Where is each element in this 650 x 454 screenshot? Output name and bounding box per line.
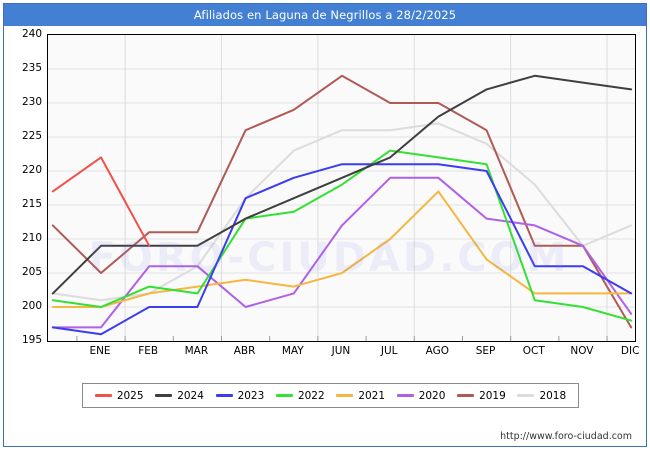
x-axis-label: FEB [138, 345, 159, 357]
legend-swatch-icon [275, 394, 293, 397]
legend-swatch-icon [215, 394, 233, 397]
legend-label: 2021 [358, 389, 386, 402]
y-axis-tick-labels: 195 200 205 210 215 220 225 230 235 240 [4, 4, 650, 454]
y-axis-label: 210 [21, 232, 42, 244]
window-titlebar: Afiliados en Laguna de Negrillos a 28/2/… [4, 4, 646, 26]
x-axis-label: JUN [331, 345, 351, 357]
series-line-2023 [51, 163, 633, 336]
legend-label: 2025 [116, 389, 144, 402]
series-line-2020 [51, 176, 633, 329]
legend-item-2018[interactable]: 2018 [512, 390, 572, 402]
x-axis-tick-labels: ENE FEB MAR ABR MAY JUN JUL AGO SEP OCT NOV DIC [4, 4, 650, 454]
series-line-2019 [51, 74, 633, 329]
x-axis-label: SEP [475, 345, 496, 357]
y-axis-label: 235 [21, 62, 42, 74]
legend-item-2024[interactable]: 2024 [149, 390, 209, 402]
x-axis-label: OCT [522, 345, 545, 357]
chart-legend: 2025 2024 2023 2022 2021 2020 2019 2018 [82, 383, 579, 408]
legend-item-2020[interactable]: 2020 [391, 390, 451, 402]
legend-swatch-icon [396, 394, 414, 397]
legend-item-2025[interactable]: 2025 [89, 390, 149, 402]
legend-label: 2018 [539, 389, 567, 402]
legend-swatch-icon [94, 394, 112, 397]
legend-item-2023[interactable]: 2023 [210, 390, 270, 402]
y-axis-label: 200 [21, 300, 42, 312]
legend-label: 2024 [177, 389, 204, 402]
legend-label: 2022 [297, 389, 325, 402]
y-axis-label: 205 [21, 266, 42, 278]
y-axis-label: 230 [21, 96, 42, 108]
y-axis-label: 225 [21, 130, 42, 142]
x-axis-label: ENE [89, 345, 111, 357]
x-axis-label: MAY [281, 345, 304, 357]
chart-window: Afiliados en Laguna de Negrillos a 28/2/… [3, 3, 647, 447]
legend-item-2022[interactable]: 2022 [270, 390, 330, 402]
source-url: http://www.foro-ciudad.com [500, 431, 632, 442]
legend-label: 2019 [479, 389, 506, 402]
chart-svg [48, 35, 635, 341]
y-axis-label: 220 [21, 164, 42, 176]
x-axis-label: ABR [233, 345, 256, 357]
legend-swatch-icon [336, 394, 354, 397]
plot-area [47, 34, 636, 342]
legend-item-2021[interactable]: 2021 [331, 390, 391, 402]
y-axis-label: 195 [21, 334, 42, 346]
page-title: Afiliados en Laguna de Negrillos a 28/2/… [193, 8, 457, 22]
y-axis-label: 240 [21, 28, 42, 40]
legend-swatch-icon [457, 394, 475, 397]
y-axis-label: 215 [21, 198, 42, 210]
legend-label: 2020 [418, 389, 446, 402]
x-axis-label: DIC [620, 345, 640, 357]
legend-swatch-icon [517, 394, 535, 397]
x-axis-label: NOV [570, 345, 594, 357]
legend-label: 2023 [237, 389, 265, 402]
legend-swatch-icon [155, 394, 173, 397]
x-axis-label: MAR [184, 345, 209, 357]
x-axis-label: JUL [380, 345, 398, 357]
series-line-2022 [51, 149, 633, 322]
series-line-2021 [51, 190, 633, 308]
x-axis-label: AGO [425, 345, 450, 357]
legend-item-2019[interactable]: 2019 [451, 390, 511, 402]
series-line-2025 [51, 156, 151, 247]
